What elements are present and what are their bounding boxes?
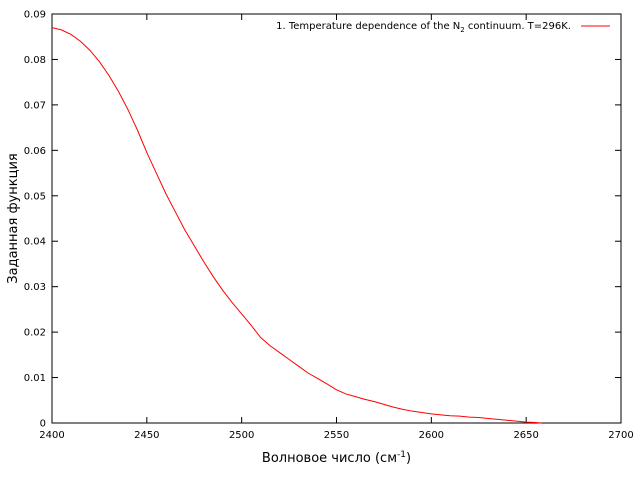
x-axis-label: Волновое число (см-1)	[262, 450, 411, 466]
y-tick-label: 0.01	[24, 373, 46, 384]
y-tick-label: 0.07	[24, 100, 46, 111]
x-tick-label: 2600	[419, 430, 444, 441]
x-tick-label: 2700	[608, 430, 633, 441]
y-tick-label: 0.08	[24, 55, 46, 66]
legend-label-prefix: 1. Temperature dependence of the N	[276, 21, 460, 32]
y-tick-label: 0.05	[24, 191, 46, 202]
tick-marks	[51, 13, 622, 424]
x-tick-label: 2450	[134, 430, 159, 441]
x-axis-label-end: )	[406, 451, 411, 466]
y-axis-label: Заданная функция	[6, 153, 21, 283]
y-tick-label: 0.09	[24, 10, 46, 21]
y-tick-label: 0.04	[24, 237, 46, 248]
legend-label-subscript: 2	[460, 26, 464, 34]
legend-entry-label: 1. Temperature dependence of the N2 cont…	[276, 21, 571, 34]
series-line	[51, 27, 542, 424]
plot-area-frame	[51, 13, 622, 424]
x-tick-label: 2500	[229, 430, 254, 441]
y-tick-label: 0.06	[24, 146, 46, 157]
y-tick-label: 0.03	[24, 282, 46, 293]
y-tick-label: 0	[40, 419, 46, 430]
y-tick-labels: 0 0.01 0.02 0.03 0.04 0.05 0.06 0.07 0.08 0.09	[24, 10, 46, 430]
legend: 1. Temperature dependence of the N2 cont…	[276, 21, 610, 34]
y-tick-label: 0.02	[24, 328, 46, 339]
series-layer	[51, 27, 542, 424]
x-tick-label: 2550	[324, 430, 349, 441]
x-tick-label: 2400	[39, 430, 64, 441]
legend-label-suffix: continuum. T=296K.	[465, 21, 571, 32]
x-tick-label: 2650	[513, 430, 538, 441]
x-axis-label-main: Волновое число (см	[262, 451, 397, 466]
x-axis-label-superscript: -1	[397, 450, 406, 460]
x-tick-labels: 2400 2450 2500 2550 2600 2650 2700	[39, 430, 633, 441]
